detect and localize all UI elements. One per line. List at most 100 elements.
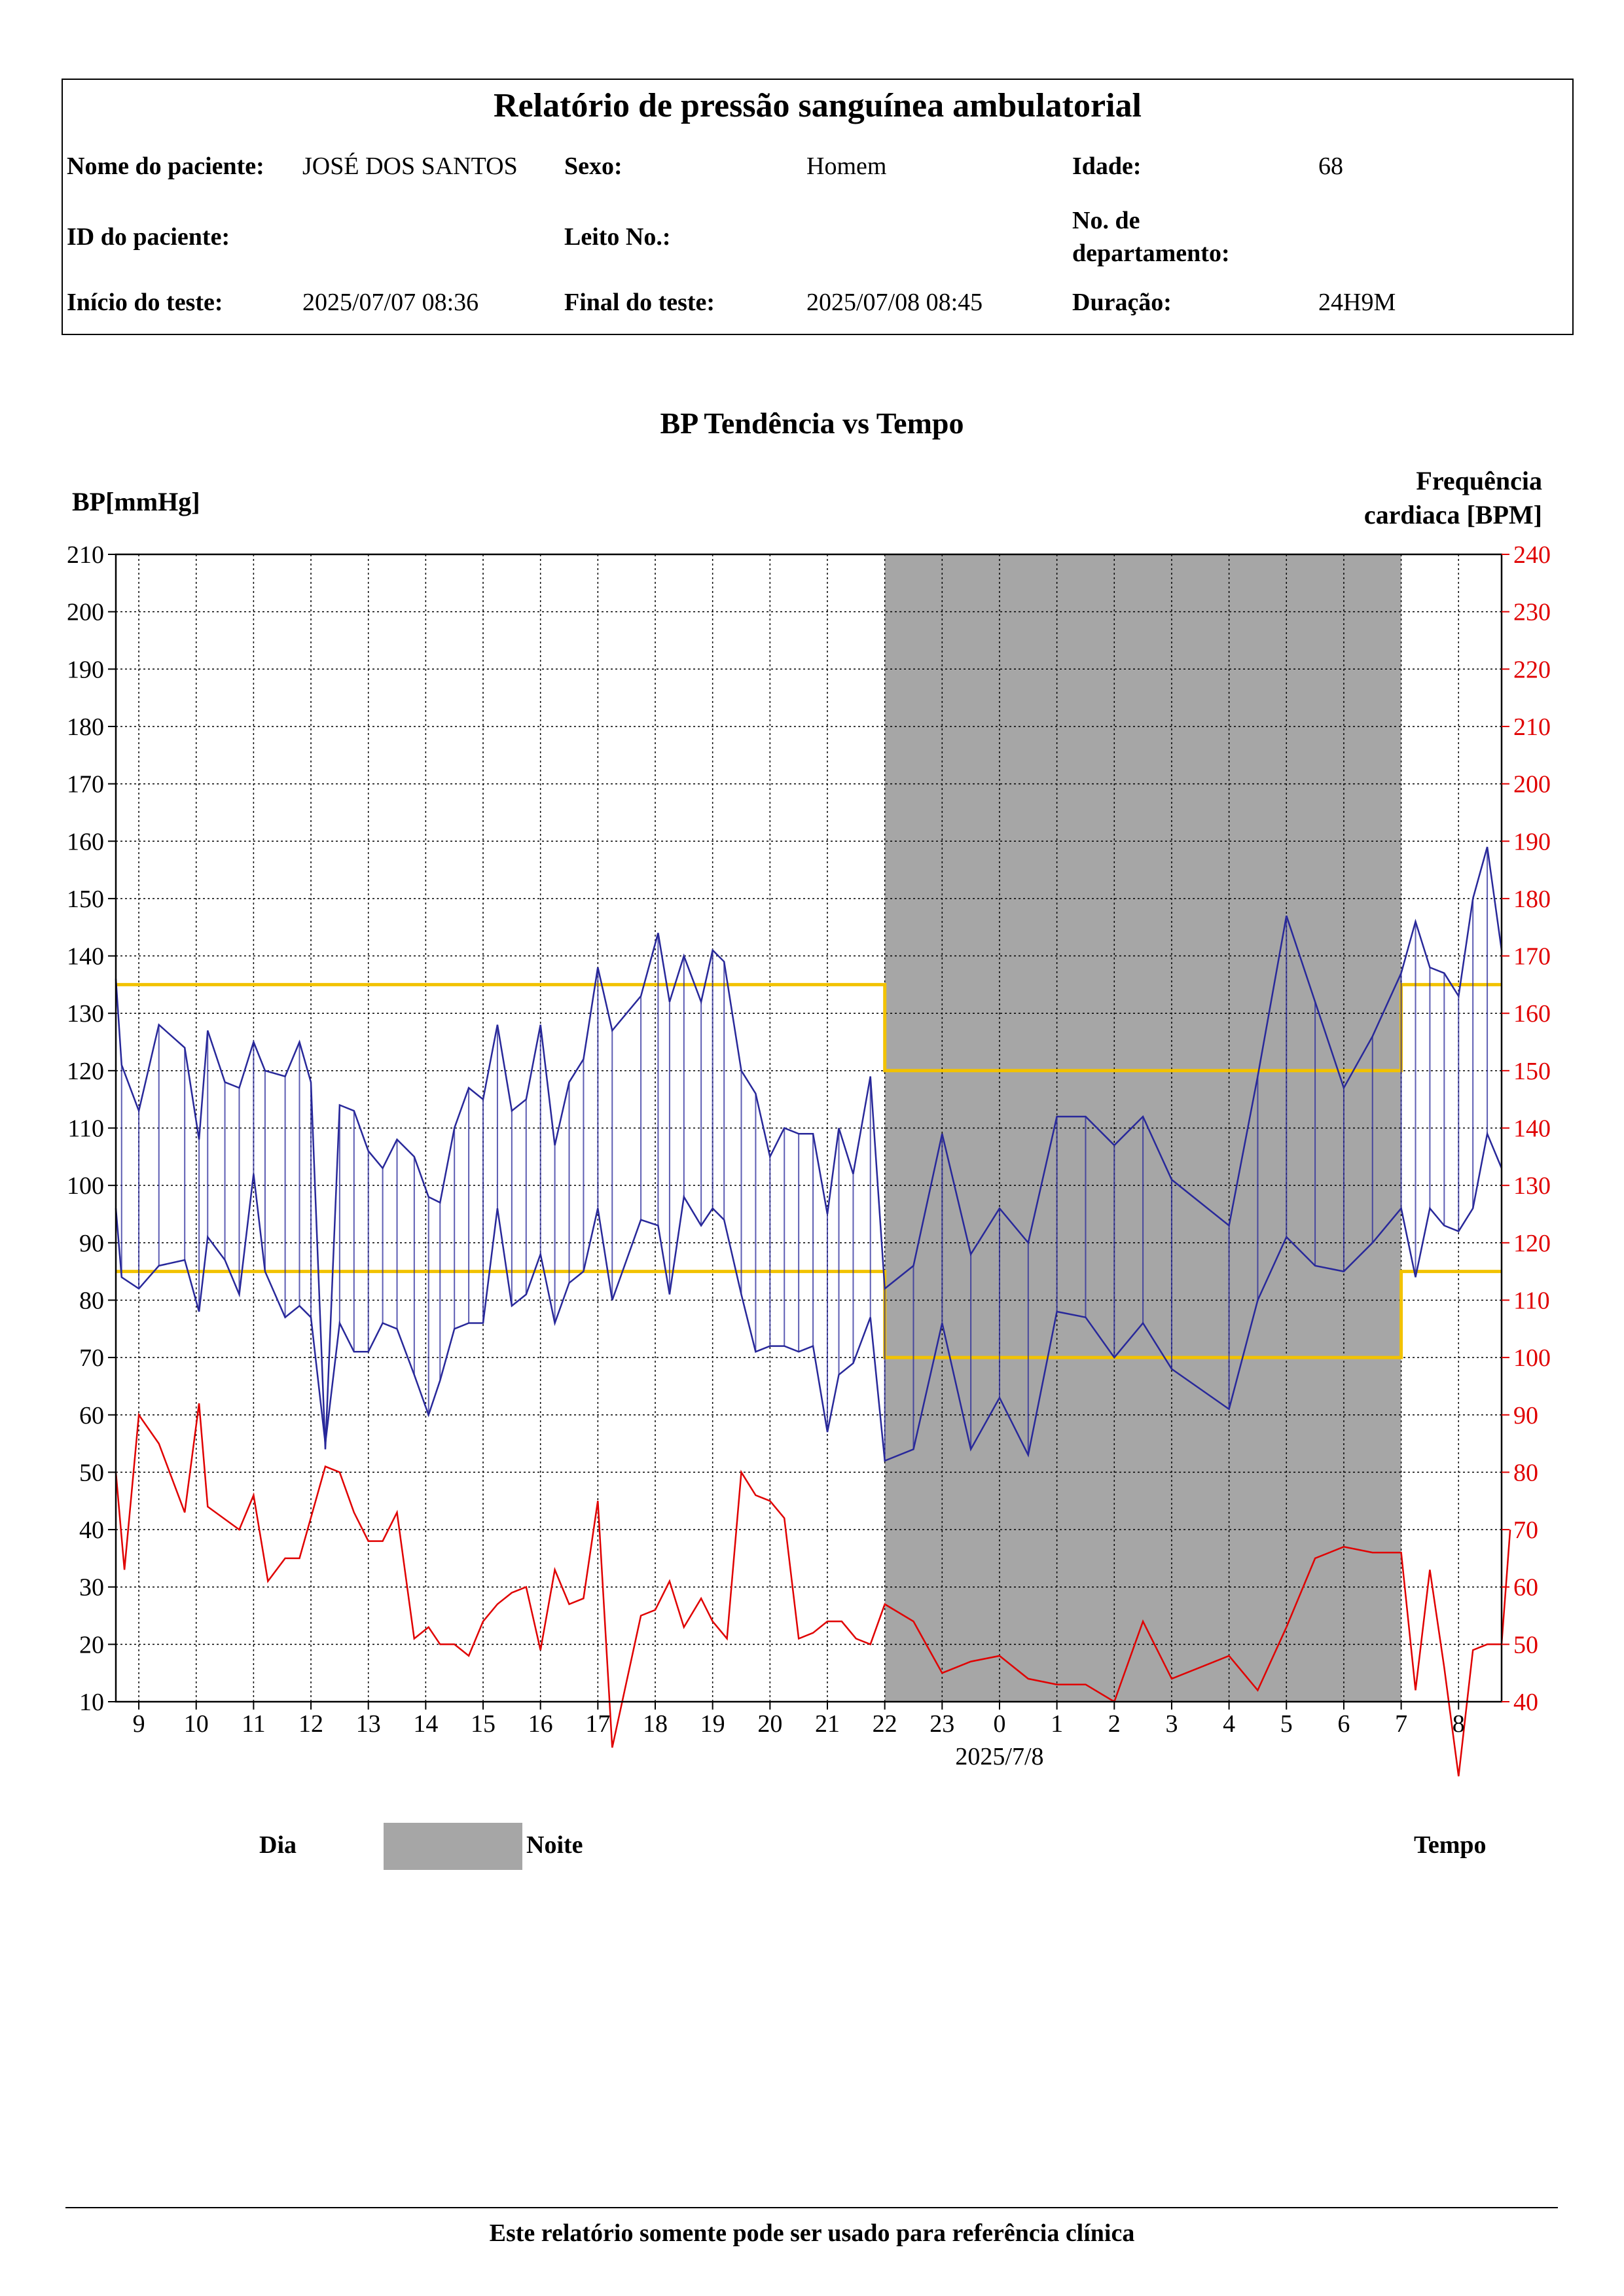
end-label: Final do teste: [564, 289, 715, 316]
age-label: Idade: [1072, 152, 1142, 180]
footer-divider [65, 2207, 1558, 2208]
x-axis-tick-label: 21 [815, 1710, 840, 1738]
department-label-line2: departamento: [1072, 240, 1230, 267]
y2-axis-tick-label: 140 [1513, 1115, 1551, 1143]
y-axis-tick-label: 180 [67, 713, 104, 741]
y-axis-tick-label: 60 [79, 1402, 104, 1429]
y2-axis-tick-label: 220 [1513, 656, 1551, 683]
patient-name-label: Nome do paciente: [67, 152, 264, 180]
department-label: No. de departamento: [1072, 204, 1230, 270]
x-axis-tick-label: 10 [184, 1710, 209, 1738]
sex-label: Sexo: [564, 152, 623, 180]
x-axis-tick-label: 20 [757, 1710, 782, 1738]
report-title: Relatório de pressão sanguínea ambulator… [494, 87, 1142, 124]
x-axis-tick-label: 19 [700, 1710, 725, 1738]
y-axis-tick-label: 110 [67, 1115, 104, 1143]
y-axis-tick-label: 140 [67, 943, 104, 971]
x-axis-tick-label: 4 [1223, 1710, 1235, 1738]
x-axis-tick-label: 22 [873, 1710, 897, 1738]
y2-axis-label-line1: Frequência [1416, 466, 1542, 495]
y-axis-tick-label: 90 [79, 1230, 104, 1257]
x-axis-tick-label: 17 [585, 1710, 610, 1738]
y2-axis-tick-label: 180 [1513, 886, 1551, 913]
start-value: 2025/07/07 08:36 [302, 289, 479, 316]
y2-axis-tick-label: 240 [1513, 541, 1551, 569]
diastolic-limit-line [116, 1270, 1502, 1359]
y2-axis-tick-label: 120 [1513, 1230, 1551, 1257]
y-axis-tick-label: 30 [79, 1574, 104, 1602]
patient-info-box: Relatório de pressão sanguínea ambulator… [62, 79, 1574, 335]
y2-axis-label-line2: cardiaca [BPM] [1364, 500, 1542, 529]
x-axis-tick-label: 11 [242, 1710, 266, 1738]
y2-axis-tick-label: 100 [1513, 1344, 1551, 1372]
x-axis-tick-label: 14 [413, 1710, 438, 1738]
y-axis-tick-label: 100 [67, 1172, 104, 1200]
y2-axis-tick-label: 230 [1513, 599, 1551, 626]
y-axis-tick-label: 210 [67, 541, 104, 569]
x-axis-tick-label: 23 [929, 1710, 954, 1738]
y2-axis-tick-label: 170 [1513, 943, 1551, 971]
y-axis-tick-label: 200 [67, 599, 104, 626]
legend-day-label: Dia [259, 1831, 297, 1859]
patient-id-label: ID do paciente: [67, 223, 230, 251]
y-axis-tick-label: 50 [79, 1459, 104, 1486]
systolic-limit-line [116, 982, 1502, 1073]
heart-rate-series-line [115, 1403, 1511, 1777]
y-axis-label: BP[mmHg] [72, 487, 200, 516]
legend-night-label: Noite [526, 1831, 583, 1859]
x-axis-tick-label: 1 [1051, 1710, 1063, 1738]
y2-axis-tick-label: 110 [1513, 1287, 1550, 1314]
x-axis-tick-label: 7 [1395, 1710, 1407, 1738]
y2-axis-tick-label: 40 [1513, 1689, 1538, 1716]
x-axis-tick-label: 13 [356, 1710, 381, 1738]
y-axis-tick-label: 150 [67, 886, 104, 913]
x-axis-tick-label: 15 [471, 1710, 496, 1738]
y2-axis-tick-label: 90 [1513, 1402, 1538, 1429]
y2-axis-tick-label: 50 [1513, 1631, 1538, 1659]
systolic-series-line [115, 846, 1503, 1450]
y2-axis-tick-label: 160 [1513, 1000, 1551, 1028]
duration-value: 24H9M [1318, 289, 1396, 316]
sex-value: Homem [806, 152, 887, 180]
x-axis-tick-label: 6 [1337, 1710, 1350, 1738]
x-axis-tick-label: 3 [1165, 1710, 1178, 1738]
y-axis-tick-label: 130 [67, 1000, 104, 1028]
end-value: 2025/07/08 08:45 [806, 289, 983, 316]
y-axis-tick-label: 10 [79, 1689, 104, 1716]
y2-axis-tick-label: 210 [1513, 713, 1551, 741]
y2-axis-tick-label: 200 [1513, 771, 1551, 798]
y2-axis-tick-label: 150 [1513, 1058, 1551, 1085]
x-axis-tick-label: 8 [1453, 1710, 1465, 1738]
bed-label: Leito No.: [564, 223, 671, 251]
start-label: Início do teste: [67, 289, 223, 316]
y-axis-tick-label: 70 [79, 1344, 104, 1372]
y2-axis-tick-label: 70 [1513, 1516, 1538, 1544]
x-axis-tick-label: 18 [643, 1710, 668, 1738]
y2-axis-tick-label: 80 [1513, 1459, 1538, 1486]
y-axis-tick-label: 20 [79, 1631, 104, 1659]
x-axis-tick-label: 12 [298, 1710, 323, 1738]
duration-label: Duração: [1072, 289, 1172, 316]
age-value: 68 [1318, 152, 1343, 180]
x-axis-tick-label: 5 [1280, 1710, 1293, 1738]
y-axis-tick-label: 80 [79, 1287, 104, 1314]
x-axis-tick-label: 16 [528, 1710, 553, 1738]
y-axis-tick-label: 120 [67, 1058, 104, 1085]
x-axis-tick-label: 9 [133, 1710, 145, 1738]
footer-note: Este relatório somente pode ser usado pa… [489, 2219, 1135, 2247]
bp-trend-chart: 1020304050607080901001101201301401501601… [67, 466, 1551, 1777]
y2-axis-tick-label: 130 [1513, 1172, 1551, 1200]
department-label-line1: No. de [1072, 207, 1140, 234]
y-axis-tick-label: 170 [67, 771, 104, 798]
y2-axis-tick-label: 60 [1513, 1574, 1538, 1602]
y2-axis-tick-label: 190 [1513, 828, 1551, 855]
patient-name-value: JOSÉ DOS SANTOS [302, 152, 518, 180]
legend-night-swatch [384, 1823, 522, 1870]
x-axis-date-label: 2025/7/8 [955, 1743, 1043, 1770]
y-axis-tick-label: 190 [67, 656, 104, 683]
diastolic-series-line [115, 1130, 1503, 1462]
chart-title: BP Tendência vs Tempo [660, 406, 964, 440]
x-axis-tick-label: 2 [1108, 1710, 1121, 1738]
y-axis-tick-label: 40 [79, 1516, 104, 1544]
y-axis-tick-label: 160 [67, 828, 104, 855]
